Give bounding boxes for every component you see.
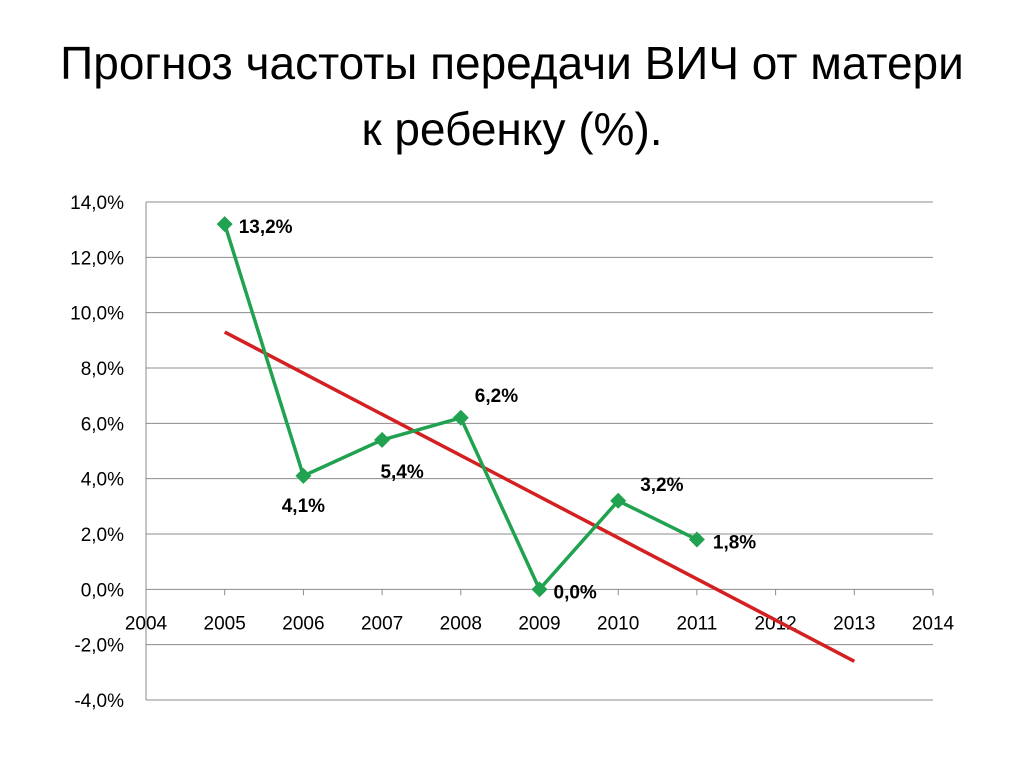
data-label: 4,1% (282, 496, 325, 517)
x-tick-label: 2008 (440, 613, 482, 634)
x-tick-label: 2011 (676, 613, 717, 634)
series-line (223, 223, 698, 592)
y-tick-label: 0,0% (81, 580, 124, 601)
data-point-marker (531, 581, 548, 598)
x-tick-label: 2005 (204, 613, 246, 634)
y-tick-label: 10,0% (70, 304, 124, 325)
x-tick-label: 2006 (282, 613, 324, 634)
data-label: 13,2% (239, 217, 293, 238)
x-tick-label: 2012 (754, 613, 796, 634)
y-axis-ticks: -4,0% -2,0% 0,0% 2,0% 4,0% 6,0% 8,0% 10,0% 12,0%… (70, 193, 124, 712)
y-tick-label: 6,0% (81, 414, 124, 435)
x-tick-label: 2010 (597, 613, 639, 634)
trendline-group (223, 330, 856, 663)
y-tick-label: -4,0% (74, 691, 124, 712)
x-tick-label: 2013 (833, 613, 875, 634)
y-tick-label: 14,0% (70, 193, 124, 214)
x-axis-ticks: 2004 2005 2006 2007 2008 2009 2010 2011 2012 2013… (125, 613, 955, 634)
y-tick-label: 2,0% (81, 525, 124, 546)
data-label: 6,2% (475, 386, 518, 407)
data-label: 3,2% (640, 475, 683, 496)
data-point-marker (295, 467, 312, 484)
slide-title: Прогноз частоты передачи ВИЧ от матери к… (60, 37, 964, 155)
data-point-marker (216, 216, 233, 233)
data-label: 0,0% (554, 582, 597, 603)
x-tick-label: 2004 (125, 613, 168, 634)
trendline (223, 330, 856, 663)
data-label: 5,4% (380, 462, 423, 483)
data-point-marker (374, 431, 391, 448)
data-point-marker (452, 409, 469, 426)
y-tick-label: -2,0% (74, 636, 124, 657)
data-point-marker (610, 492, 627, 509)
x-tick-label: 2014 (912, 613, 955, 634)
data-labels: 13,2% 4,1% 5,4% 6,2% 0,0% 3,2% 1,8% (239, 217, 757, 603)
series-group (216, 216, 705, 598)
data-label: 1,8% (713, 533, 756, 554)
gridlines (146, 201, 933, 701)
y-tick-label: 4,0% (81, 470, 124, 491)
x-tick-label: 2009 (518, 613, 560, 634)
y-tick-label: 8,0% (81, 359, 124, 380)
data-point-marker (688, 531, 705, 548)
y-tick-label: 12,0% (70, 248, 124, 269)
x-tick-label: 2007 (361, 613, 403, 634)
